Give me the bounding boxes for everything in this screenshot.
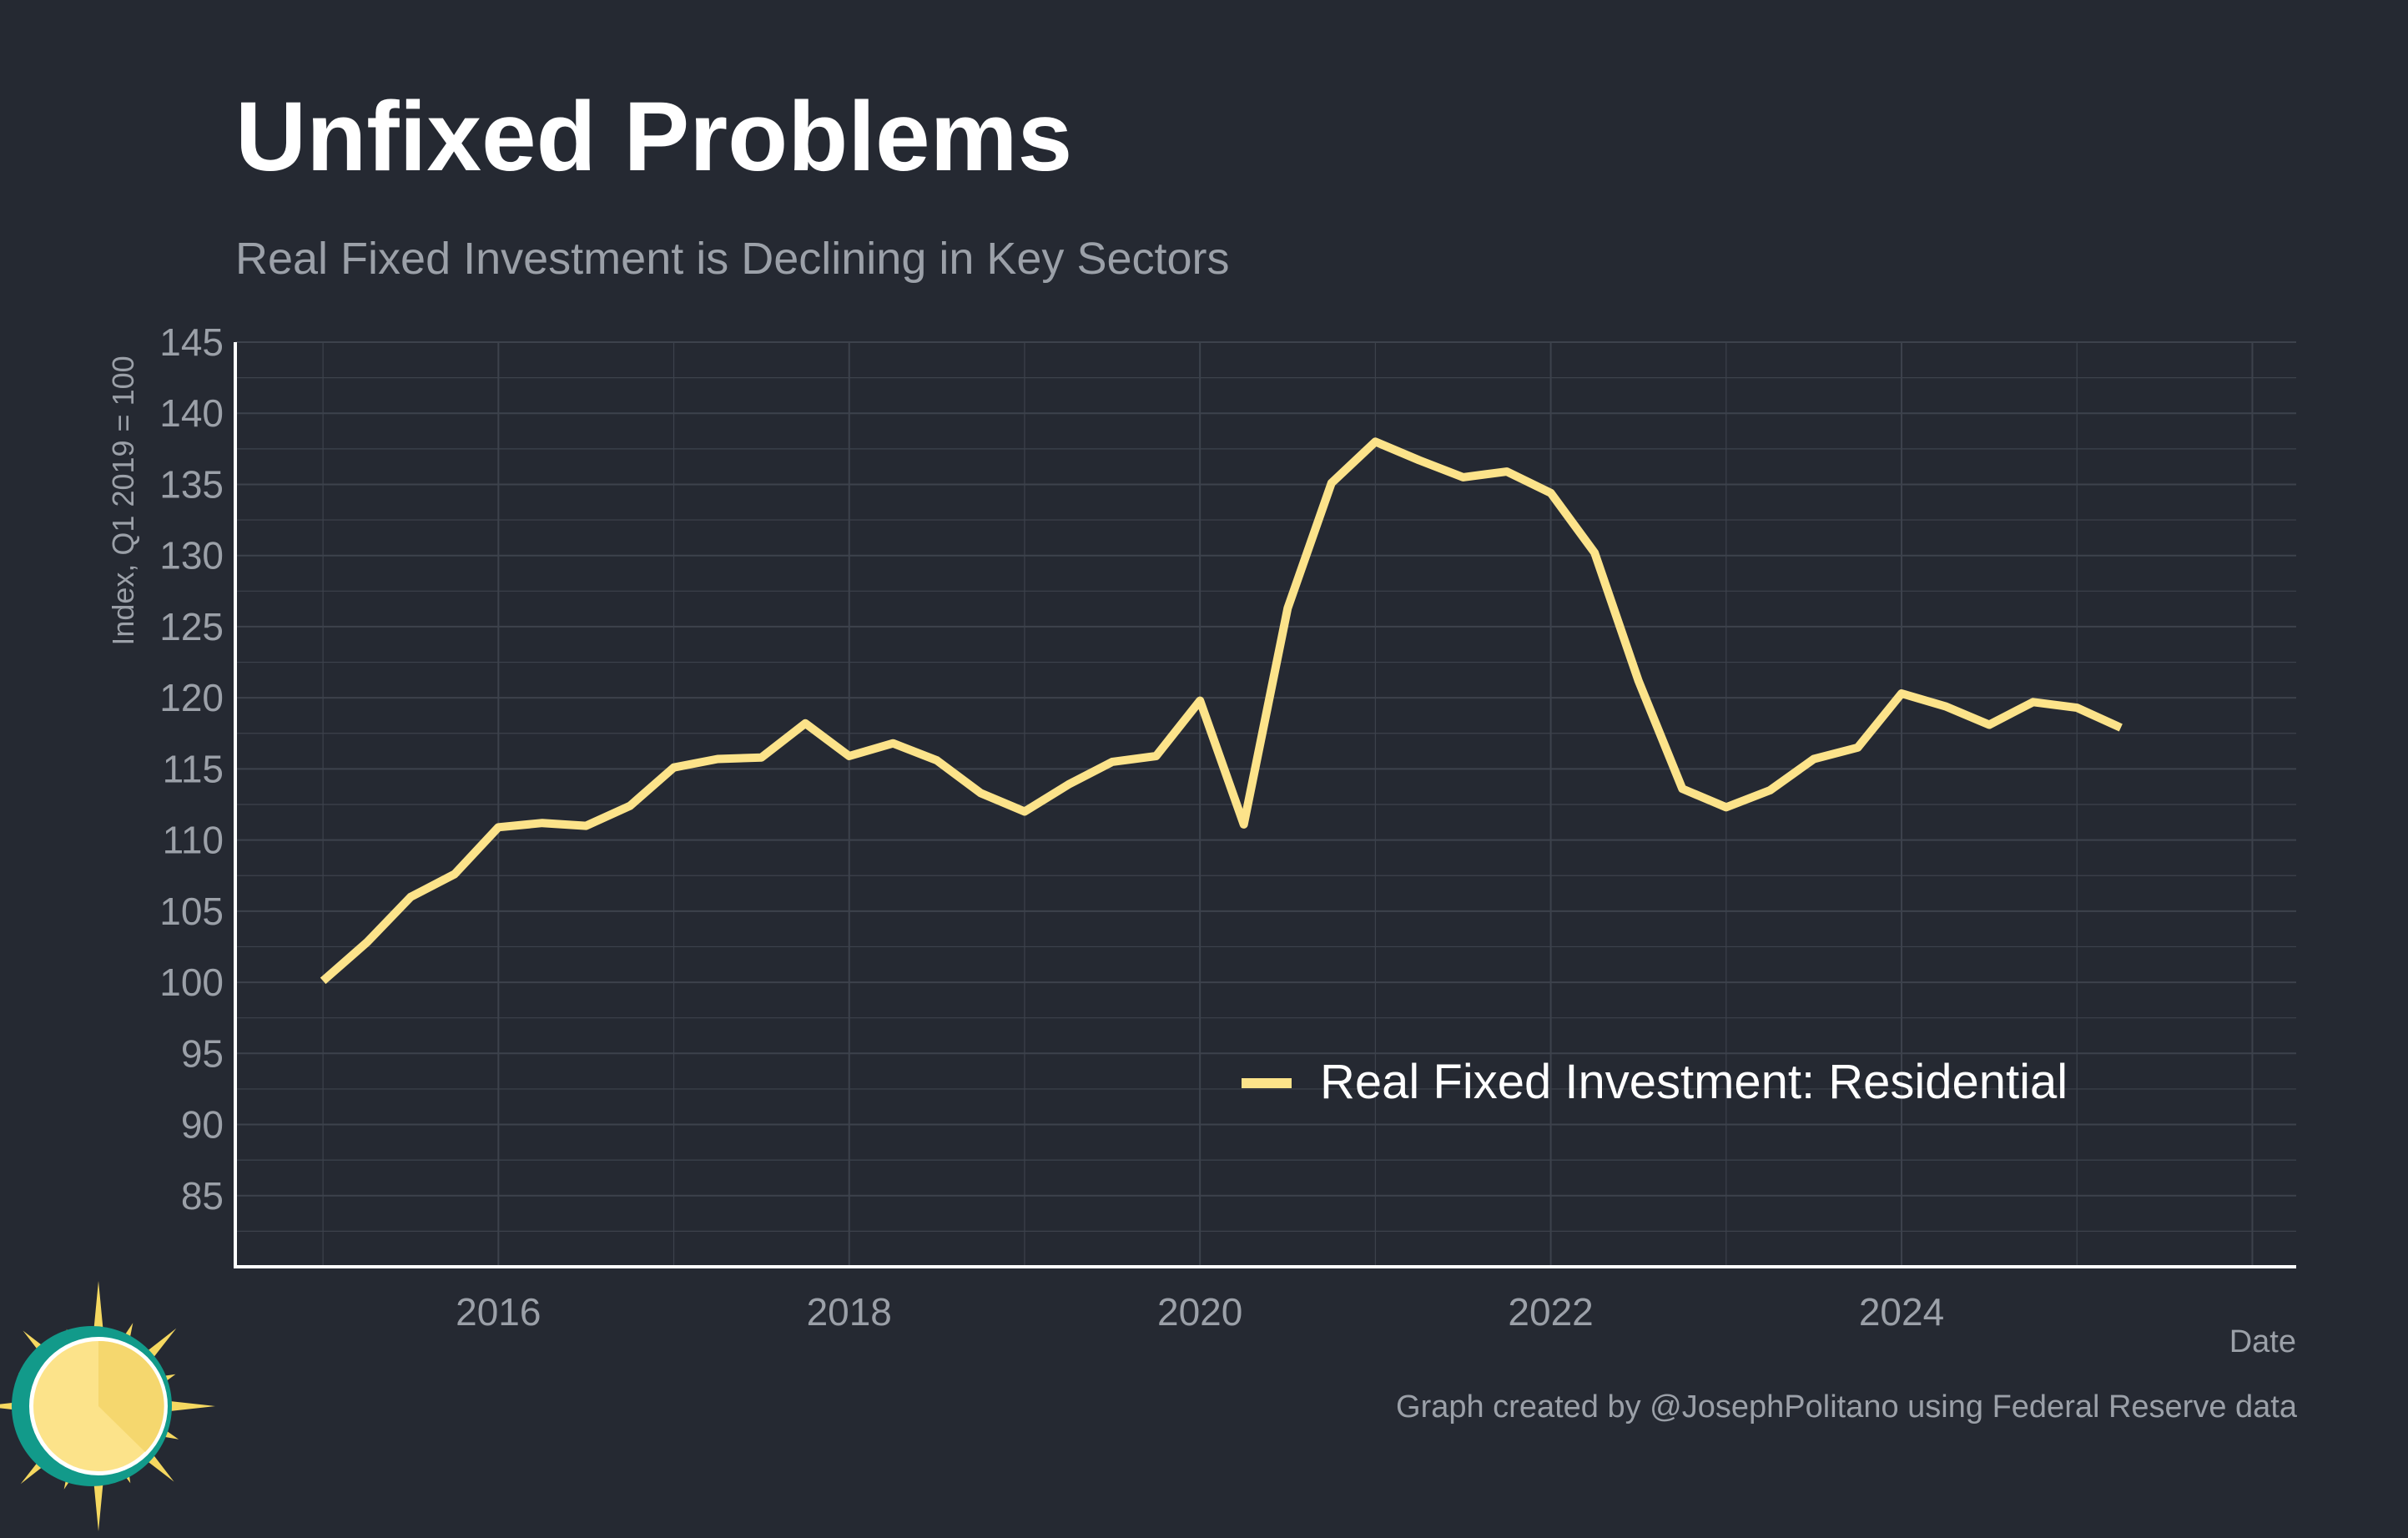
axis-layer [234, 342, 2296, 1268]
x-tick-label: 2020 [1157, 1290, 1242, 1334]
chart-subtitle: Real Fixed Investment is Declining in Ke… [235, 234, 1230, 284]
x-tick-label: 2024 [1859, 1290, 1944, 1334]
y-tick-label: 130 [159, 534, 224, 577]
y-tick-label: 105 [159, 890, 224, 933]
y-tick-label: 100 [159, 961, 224, 1004]
x-tick-label: 2016 [456, 1290, 541, 1334]
series-layer [320, 437, 2123, 985]
y-tick-label: 90 [181, 1103, 224, 1147]
y-tick-label: 85 [181, 1174, 224, 1218]
x-tick-label: 2018 [807, 1290, 892, 1334]
y-tick-label: 110 [163, 819, 224, 862]
tick-labels: 85 90 95 100 105 110 115 120 125 130 135 140 145 2016… [159, 320, 1944, 1334]
y-tick-label: 140 [159, 391, 224, 435]
y-tick-label: 95 [181, 1031, 224, 1075]
y-axis-label: Index, Q1 2019 = 100 [106, 356, 140, 645]
legend-label: Real Fixed Investment: Residential [1320, 1055, 2068, 1109]
y-tick-label: 145 [159, 320, 224, 364]
y-tick-label: 115 [163, 747, 224, 790]
legend: Real Fixed Investment: Residential [1242, 1055, 2068, 1109]
series-line-0 [320, 437, 2123, 985]
chart-title: Unfixed Problems [235, 82, 1073, 192]
grid-layer [235, 341, 2296, 1267]
x-axis-label: Date [2229, 1324, 2296, 1359]
y-tick-label: 135 [159, 462, 224, 506]
y-tick-label: 120 [159, 676, 224, 719]
sun-logo-icon [0, 1281, 215, 1531]
credit-text: Graph created by @JosephPolitano using F… [1396, 1389, 2297, 1425]
y-tick-label: 125 [159, 605, 224, 648]
x-tick-label: 2022 [1508, 1290, 1593, 1334]
